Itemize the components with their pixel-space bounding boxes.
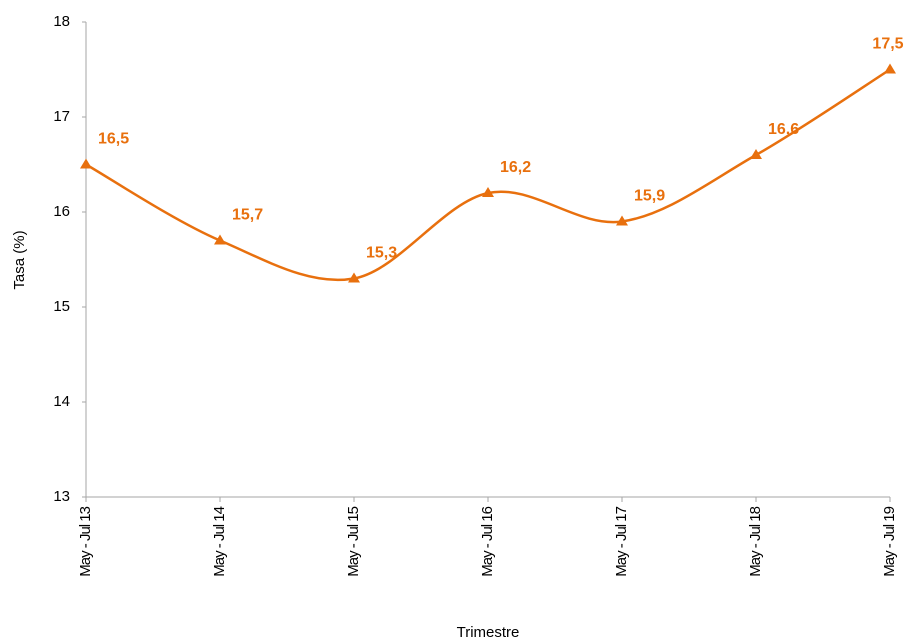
value-label: 15,3 [366, 245, 397, 262]
y-tick-label: 18 [53, 13, 70, 30]
x-tick-label: May - Jul 19 [881, 506, 898, 576]
y-tick-label: 13 [53, 488, 70, 505]
line [85, 68, 891, 282]
value-label: 15,9 [634, 188, 665, 205]
marker [482, 187, 494, 197]
marker [80, 158, 92, 169]
value-label: 16,2 [500, 159, 531, 176]
value-label: 16,6 [768, 121, 799, 138]
x-axis-title: Trimestre [457, 624, 520, 641]
marker [214, 234, 226, 245]
y-tick-label: 14 [53, 393, 70, 410]
x-tick-label: May - Jul 15 [345, 506, 362, 576]
y-tick-label: 17 [53, 108, 70, 125]
x-tick-label: May - Jul 16 [479, 506, 496, 576]
x-tick-label: May - Jul 13 [77, 506, 94, 576]
x-tick-label: May - Jul 18 [747, 506, 764, 576]
y-tick-label: 16 [53, 203, 70, 220]
marker [348, 272, 360, 283]
marker [750, 149, 762, 159]
x-tick-label: May - Jul 17 [613, 506, 630, 576]
marker [884, 63, 896, 74]
x-tick-label: May - Jul 14 [211, 506, 228, 576]
marker [616, 215, 628, 226]
value-label: 16,5 [98, 131, 129, 148]
y-axis-title: Tasa (%) [11, 230, 28, 289]
value-label: 15,7 [232, 207, 263, 224]
y-tick-label: 15 [53, 298, 70, 315]
value-label: 17,5 [872, 36, 903, 53]
